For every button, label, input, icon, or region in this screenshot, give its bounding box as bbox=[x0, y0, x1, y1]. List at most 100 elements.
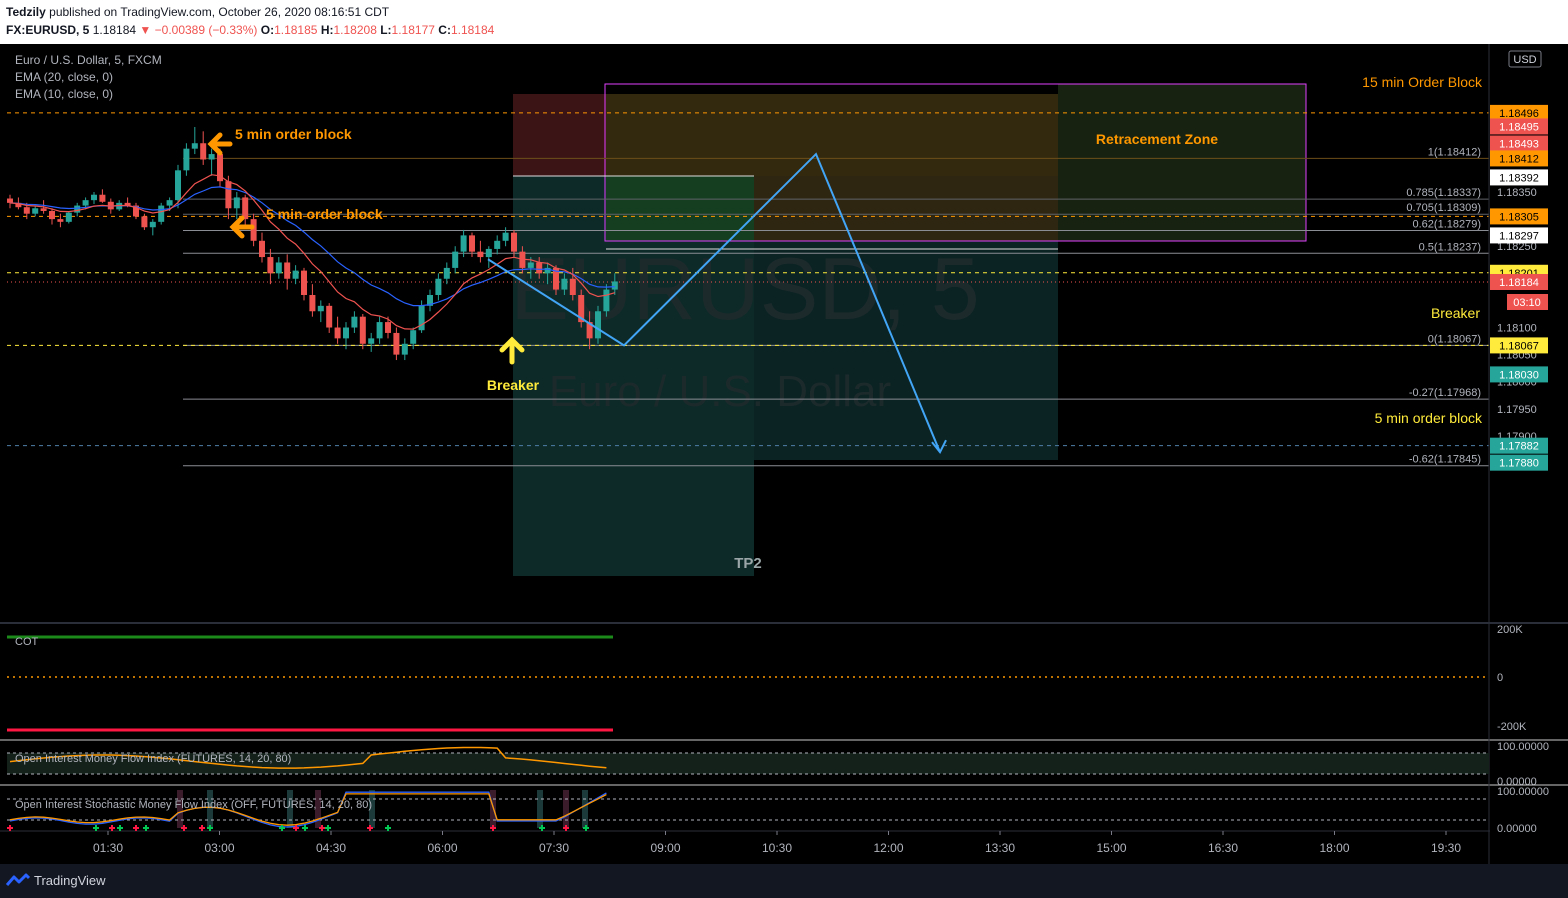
label-15m-order-block: 15 min Order Block bbox=[1362, 74, 1483, 90]
time-tick-0900: 09:00 bbox=[650, 841, 680, 855]
oismfi-bars bbox=[177, 790, 588, 828]
time-tick-1330: 13:30 bbox=[985, 841, 1015, 855]
candle-body bbox=[7, 198, 13, 203]
candle-body bbox=[317, 305, 324, 312]
candle-body bbox=[275, 262, 282, 274]
cot-tick-mid: 0 bbox=[1497, 672, 1503, 684]
oismfi-label: Open Interest Stochastic Money Flow Inde… bbox=[15, 799, 372, 811]
oismfi-crosses bbox=[7, 825, 589, 831]
oimfi-tick-bottom: 0.00000 bbox=[1497, 776, 1537, 788]
candle-body bbox=[343, 327, 349, 339]
oismfi-cross-6 bbox=[181, 825, 187, 831]
candle-body bbox=[410, 330, 417, 344]
order-block-15m-box bbox=[604, 83, 1307, 242]
oismfi-bar-2 bbox=[287, 790, 293, 828]
time-tick-1500: 15:00 bbox=[1096, 841, 1126, 855]
candle-body bbox=[595, 311, 601, 339]
oismfi-cross-5 bbox=[143, 825, 149, 831]
oismfi-cross-14 bbox=[367, 825, 373, 831]
candle-body bbox=[536, 262, 543, 274]
publish-header: Tedzily published on TradingView.com, Oc… bbox=[0, 0, 1568, 44]
candle-body bbox=[309, 295, 316, 312]
time-tick-0600: 06:00 bbox=[427, 841, 457, 855]
candle-body bbox=[149, 221, 156, 228]
candle-body bbox=[553, 267, 559, 290]
symbol-label: FX:EURUSD, 5 bbox=[6, 23, 90, 37]
candle-body bbox=[334, 327, 341, 339]
time-tick-0130: 01:30 bbox=[93, 841, 123, 855]
legend-ema-10[interactable]: EMA (10, close, 0) bbox=[15, 87, 113, 101]
price-badge-8: 1.18184 bbox=[1499, 277, 1539, 289]
low-label: L: bbox=[380, 23, 392, 37]
oismfi-bar-3 bbox=[315, 790, 321, 828]
candle-body bbox=[443, 267, 450, 279]
candle-body bbox=[91, 194, 97, 201]
cot-tick-bottom: -200K bbox=[1497, 721, 1527, 733]
oismfi-bar-7 bbox=[563, 790, 569, 828]
candle-body bbox=[359, 316, 366, 344]
candle-body bbox=[82, 200, 89, 206]
candle-body bbox=[351, 316, 358, 328]
chart-svg[interactable]: EURUSD, 5 Euro / U.S. Dollar 1(1.18412) 0… bbox=[0, 44, 1568, 864]
price-badge-bg-8 bbox=[1490, 273, 1548, 290]
oismfi-bar-0 bbox=[177, 790, 183, 828]
time-tick-1030: 10:30 bbox=[762, 841, 792, 855]
candle-body bbox=[603, 289, 610, 312]
candle-body bbox=[133, 205, 139, 217]
candle-body bbox=[494, 240, 501, 249]
time-axis-ticks[interactable]: 01:30 03:00 04:30 06:00 07:30 09:00 10:30 12:00… bbox=[93, 831, 1461, 855]
oismfi-tick-top: 100.00000 bbox=[1497, 786, 1549, 798]
arrow-left-icon-1 bbox=[207, 132, 233, 156]
candle-body bbox=[393, 332, 400, 355]
price-tick-1.18350: 1.18350 bbox=[1497, 187, 1537, 199]
footer-brand[interactable]: TradingView bbox=[34, 873, 106, 888]
close-label: C: bbox=[438, 23, 451, 37]
tradingview-logo-icon[interactable] bbox=[6, 873, 30, 889]
price-badge-2: 1.18493 bbox=[1499, 139, 1539, 151]
entry-zone bbox=[606, 176, 754, 241]
arrow-left-icon-2 bbox=[229, 215, 255, 239]
price-tick-1.18250: 1.18250 bbox=[1497, 241, 1537, 253]
candle-body bbox=[527, 262, 534, 268]
candle-body bbox=[586, 322, 593, 339]
candle-body bbox=[208, 154, 215, 160]
label-breaker-right: Breaker bbox=[1431, 305, 1480, 321]
arrow-up-icon bbox=[499, 336, 525, 365]
price-badge-bg-4 bbox=[1490, 169, 1548, 186]
ema-10-line bbox=[9, 174, 615, 330]
price-badge-13: 1.17880 bbox=[1499, 458, 1539, 470]
open-label: O: bbox=[260, 23, 275, 37]
price-tick-1.18100: 1.18100 bbox=[1497, 323, 1537, 335]
oismfi-cross-17 bbox=[539, 825, 545, 831]
price-badge-12: 1.17882 bbox=[1499, 441, 1539, 453]
oimfi-band bbox=[7, 753, 1489, 774]
time-tick-1930: 19:30 bbox=[1431, 841, 1461, 855]
oismfi-cross-15 bbox=[385, 825, 391, 831]
label-5m-order-block-2: 5 min order block bbox=[266, 206, 383, 222]
chart-area[interactable]: EURUSD, 5 Euro / U.S. Dollar 1(1.18412) 0… bbox=[0, 44, 1568, 864]
price-badge-9: 03:10 bbox=[1513, 297, 1541, 309]
price-axis-ticks[interactable]: 1.183501.182501.181001.180501.180001.179… bbox=[1497, 187, 1537, 443]
price-badge-bg-9 bbox=[1507, 293, 1548, 310]
oismfi-cross-19 bbox=[583, 825, 589, 831]
price-badge-4: 1.18392 bbox=[1499, 172, 1539, 184]
price-badge-bg-5 bbox=[1490, 208, 1548, 225]
watermark-symbol: EURUSD, 5 bbox=[510, 239, 979, 338]
currency-button[interactable] bbox=[1508, 50, 1542, 68]
oismfi-bar-4 bbox=[369, 790, 375, 828]
oismfi-cross-1 bbox=[93, 825, 99, 831]
candle-body bbox=[544, 267, 551, 274]
footer-bar: TradingView bbox=[0, 864, 1568, 898]
author-name[interactable]: Tedzily bbox=[6, 5, 46, 19]
price-badge-bg-3 bbox=[1490, 150, 1548, 167]
candle-body bbox=[23, 207, 30, 214]
legend-ema-20[interactable]: EMA (20, close, 0) bbox=[15, 70, 113, 84]
time-tick-0730: 07:30 bbox=[539, 841, 569, 855]
label-retracement-zone: Retracement Zone bbox=[1096, 131, 1218, 147]
candle-body bbox=[511, 232, 517, 252]
candle-body bbox=[191, 143, 198, 149]
candle-body bbox=[175, 170, 181, 201]
cot-label: COT bbox=[15, 636, 39, 648]
levels-layer bbox=[7, 112, 1489, 467]
